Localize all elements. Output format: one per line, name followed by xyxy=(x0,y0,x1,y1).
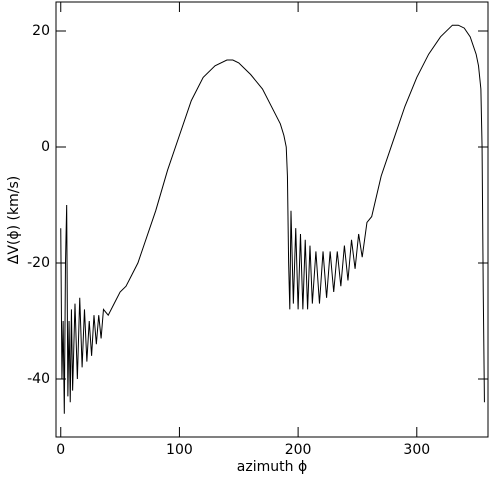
y-axis-label: ΔV(ϕ) (km/s) xyxy=(6,176,22,264)
plot-frame xyxy=(55,1,489,438)
x-axis-label: azimuth ϕ xyxy=(237,459,307,475)
x-tick-label: 200 xyxy=(285,442,312,458)
x-tick-label: 100 xyxy=(166,442,193,458)
y-tick-label: 20 xyxy=(32,23,50,39)
x-tick-label: 0 xyxy=(56,442,65,458)
y-tick-label: -20 xyxy=(27,255,50,271)
y-tick-label: 0 xyxy=(41,139,50,155)
data-line xyxy=(60,24,485,414)
x-tick-label: 300 xyxy=(403,442,430,458)
y-tick-label: -40 xyxy=(27,371,50,387)
